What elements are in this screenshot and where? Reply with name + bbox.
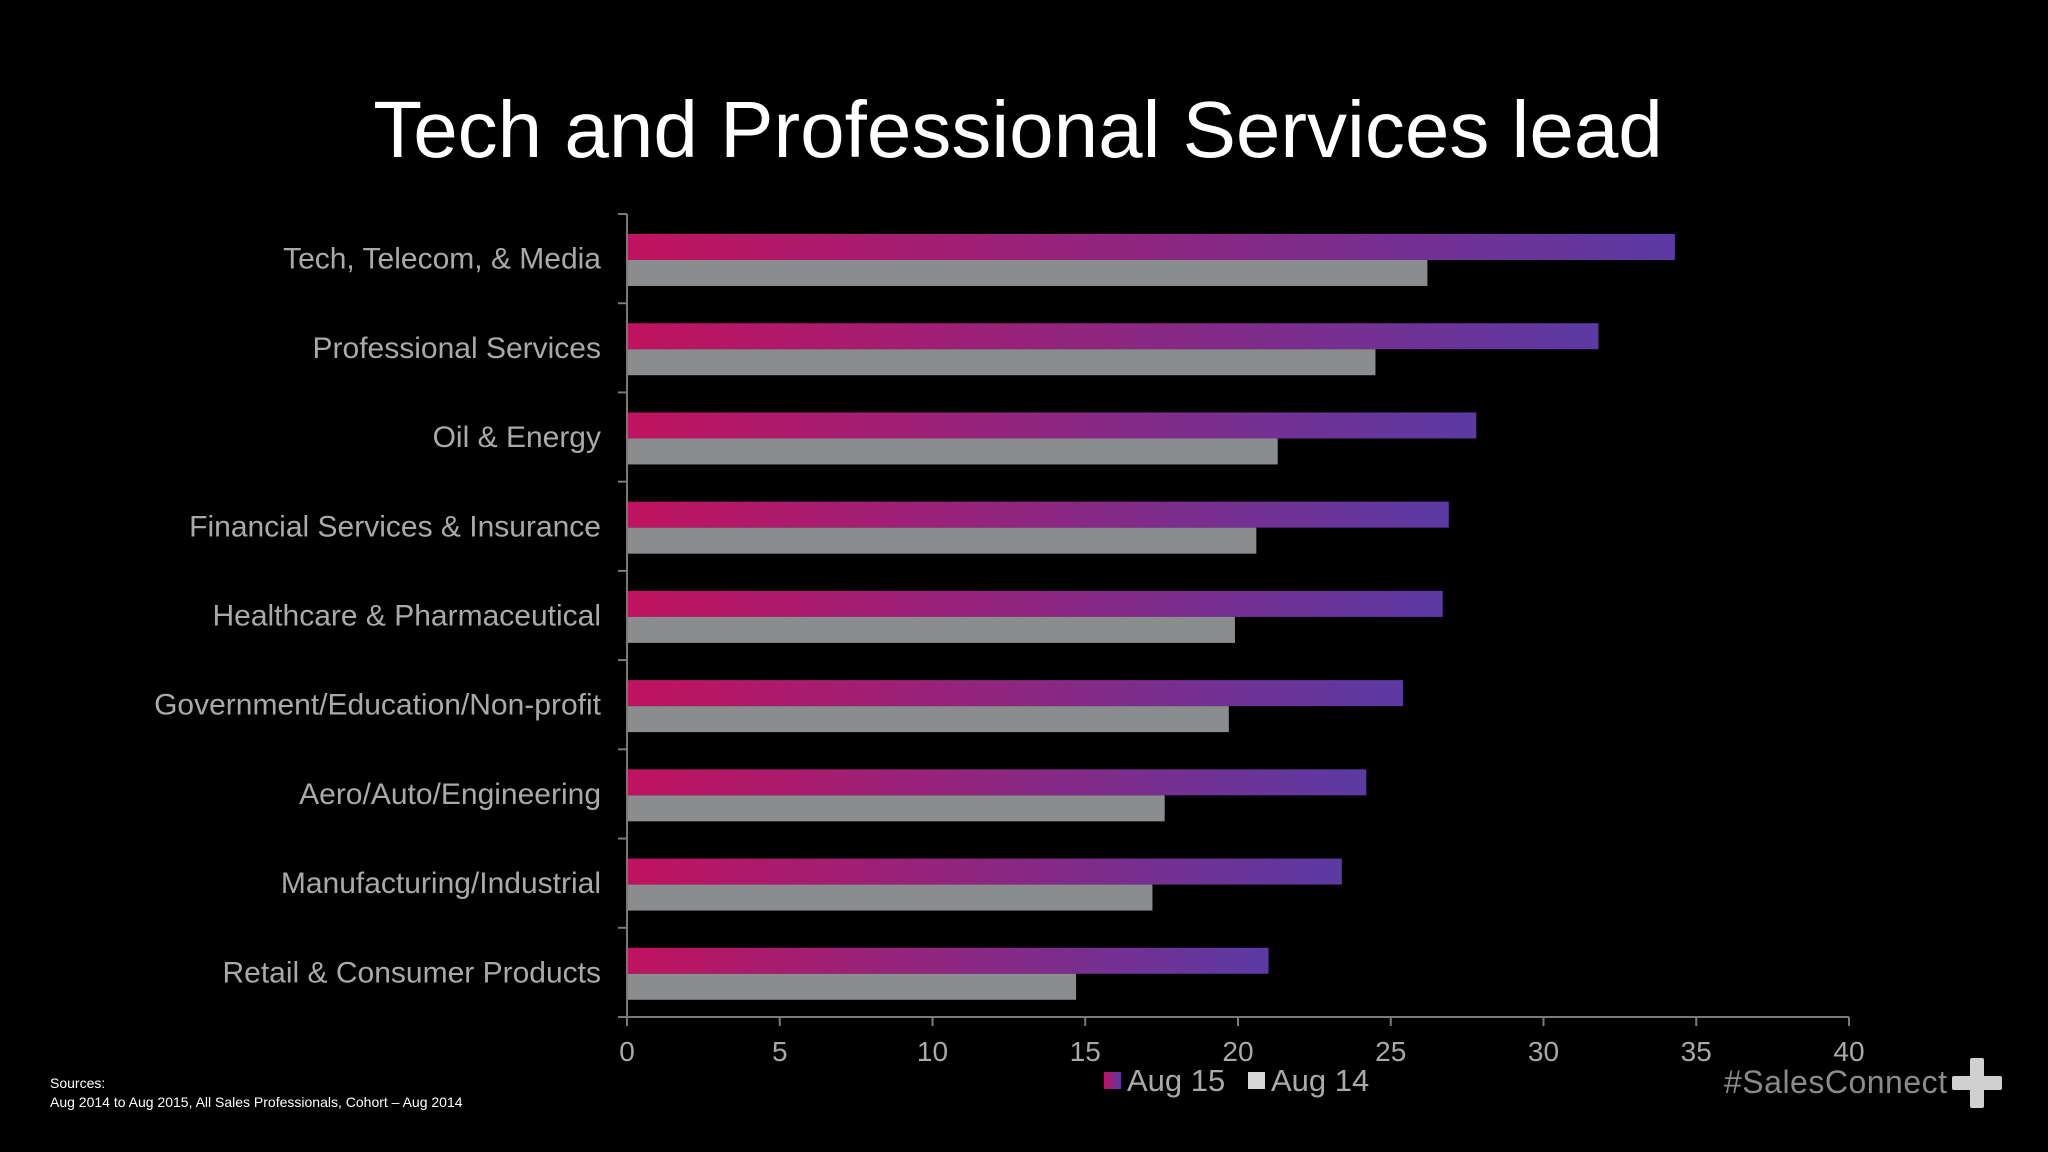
bar-aug15	[627, 590, 1443, 617]
x-tick-label: 15	[1070, 1036, 1101, 1067]
x-tick-label: 5	[772, 1036, 788, 1067]
bar-aug15	[627, 680, 1403, 707]
category-label: Professional Services	[313, 332, 601, 365]
bar-aug15	[627, 769, 1367, 796]
x-tick-label: 25	[1375, 1036, 1406, 1067]
bar-aug15	[627, 501, 1449, 528]
bar-aug15	[627, 412, 1477, 439]
category-label: Financial Services & Insurance	[189, 510, 601, 543]
x-tick-label: 40	[1833, 1036, 1864, 1067]
sources-note: Sources: Aug 2014 to Aug 2015, All Sales…	[50, 1074, 463, 1112]
legend-swatch	[1248, 1072, 1265, 1089]
bar-aug15	[627, 234, 1675, 260]
x-tick-label: 30	[1528, 1036, 1559, 1067]
legend-swatch	[1104, 1072, 1121, 1089]
category-label: Healthcare & Pharmaceutical	[212, 600, 601, 633]
bar-aug14	[627, 438, 1278, 465]
category-label: Aero/Auto/Engineering	[299, 778, 601, 811]
bar-aug14	[627, 884, 1153, 911]
axes-group: Tech, Telecom, & Media Professional Servi…	[154, 213, 1865, 1067]
bar-aug14	[627, 706, 1229, 733]
plus-icon	[1952, 1058, 2002, 1108]
category-label: Manufacturing/Industrial	[281, 867, 601, 900]
category-label: Oil & Energy	[433, 421, 601, 454]
bars-group	[627, 234, 1675, 1000]
x-tick-label: 0	[619, 1036, 635, 1067]
bar-aug14	[627, 527, 1257, 554]
legend: Aug 15 Aug 14	[1104, 1063, 1369, 1098]
bar-aug14	[627, 260, 1428, 286]
x-tick-label: 35	[1681, 1036, 1712, 1067]
slide-title: Tech and Professional Services lead	[373, 85, 1663, 174]
bar-aug14	[627, 795, 1165, 822]
x-tick-label: 10	[917, 1036, 948, 1067]
bar-aug14	[627, 973, 1077, 1000]
legend-label: Aug 15	[1127, 1063, 1225, 1098]
legend-label: Aug 14	[1271, 1063, 1369, 1098]
bar-aug14	[627, 349, 1376, 376]
category-label: Tech, Telecom, & Media	[283, 243, 601, 276]
bar-aug15	[627, 323, 1599, 350]
category-label: Government/Education/Non-profit	[154, 689, 602, 722]
bar-aug14	[627, 616, 1235, 643]
x-tick-label: 20	[1222, 1036, 1253, 1067]
sources-heading: Sources:	[50, 1075, 106, 1091]
sources-text: Aug 2014 to Aug 2015, All Sales Professi…	[50, 1094, 463, 1110]
bar-aug15	[627, 858, 1342, 885]
bar-aug15	[627, 947, 1269, 974]
brand-hashtag: #SalesConnect	[1724, 1064, 1948, 1100]
category-label: Retail & Consumer Products	[223, 956, 602, 989]
